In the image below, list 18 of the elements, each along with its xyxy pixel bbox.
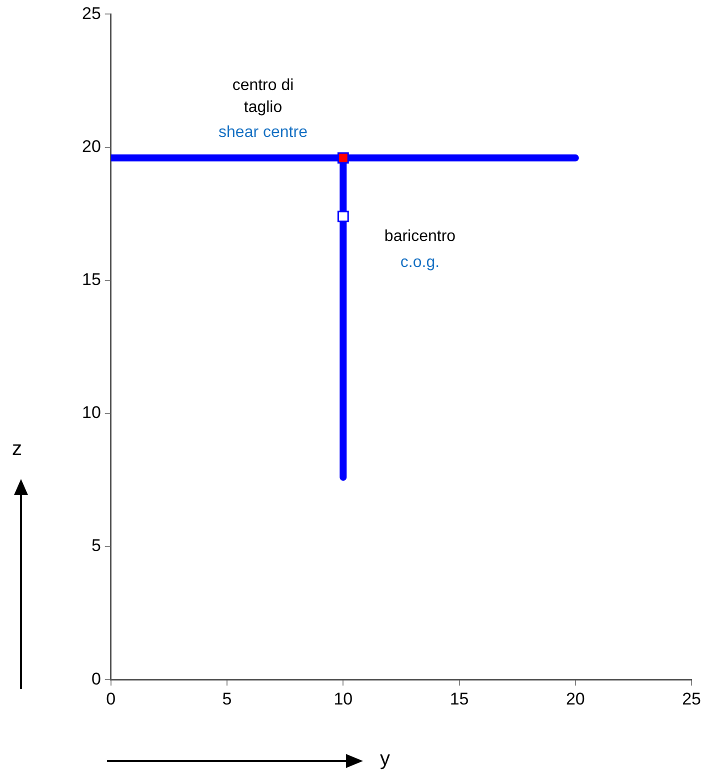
x-tick-label: 15: [450, 689, 469, 708]
annotation: baricentro: [383, 227, 457, 247]
x-tick-label: 0: [106, 689, 116, 708]
y-tick-label: 20: [82, 136, 101, 156]
y-tick-label: 0: [91, 669, 101, 688]
annotation: c.o.g.: [399, 253, 441, 273]
y-axis-title: z: [12, 438, 22, 461]
annotation: shear centre: [218, 123, 308, 143]
x-tick-label: 20: [566, 689, 585, 708]
y-tick-label: 25: [82, 4, 101, 23]
y-tick-label: 5: [91, 536, 101, 556]
annotation: centro di taglio: [231, 76, 295, 118]
y-tick-label: 15: [82, 270, 101, 290]
x-tick-label: 10: [334, 689, 353, 708]
x-axis-title: y: [380, 748, 390, 771]
x-tick-label: 25: [682, 689, 702, 708]
y-tick-label: 10: [82, 403, 101, 422]
x-tick-label: 5: [222, 689, 232, 708]
